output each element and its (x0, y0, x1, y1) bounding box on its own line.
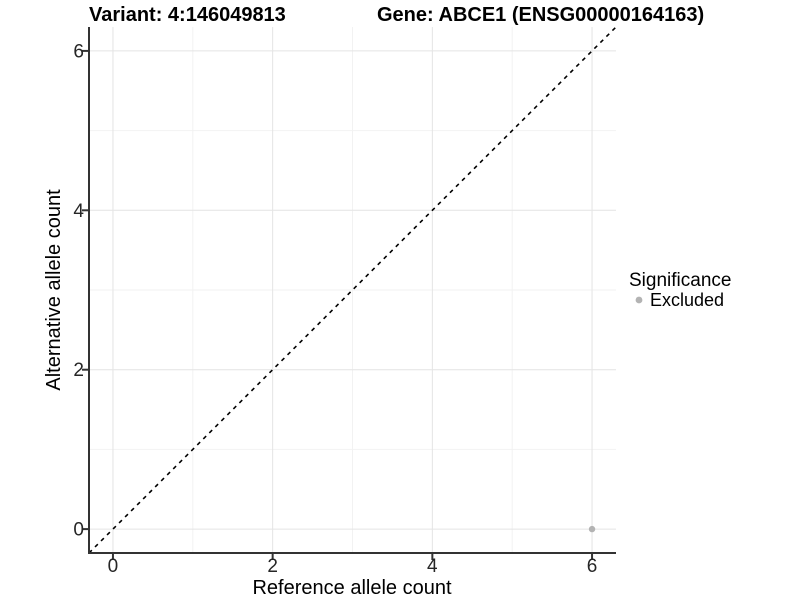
data-point (588, 525, 596, 533)
legend-label-excluded: Excluded (650, 290, 724, 310)
legend-title: Significance (629, 270, 731, 291)
x-tick-label: 4 (427, 556, 438, 577)
y-tick-label: 0 (73, 520, 84, 541)
y-tick-label: 4 (73, 201, 84, 222)
plot-title-variant: Variant: 4:146049813 (89, 4, 286, 26)
y-tick-label: 2 (73, 360, 84, 381)
x-tick-label: 6 (587, 556, 598, 577)
y-axis-title: Alternative allele count (43, 189, 65, 391)
x-tick-label: 0 (108, 556, 119, 577)
legend-key-excluded-icon (635, 296, 643, 304)
legend: Significance Excluded (629, 270, 731, 310)
y-tick-label: 6 (73, 41, 84, 62)
plot-panel: 0 2 4 6 0 2 4 6 (73, 26, 617, 577)
x-axis-title: Reference allele count (252, 577, 451, 599)
x-tick-label: 2 (267, 556, 278, 577)
plot-title-gene: Gene: ABCE1 (ENSG00000164163) (377, 4, 704, 26)
